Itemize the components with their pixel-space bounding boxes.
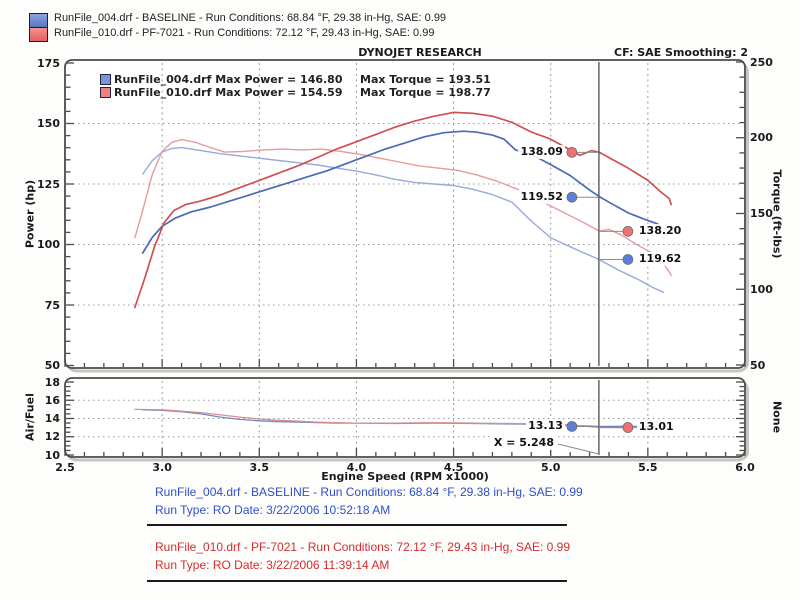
- pf7021-max-torque: Max Torque = 198.77: [360, 86, 491, 99]
- pf7021-max-power: RunFile_010.drf Max Power = 154.59: [114, 86, 343, 99]
- chart-title: DYNOJET RESEARCH: [358, 46, 482, 59]
- legend-run-pf7021: RunFile_010.drf - PF-7021 - Run Conditio…: [54, 27, 435, 39]
- legend-text: RunFile_004.drf - BASELINE - Run Conditi…: [54, 11, 446, 42]
- baseline-max-torque: Max Torque = 193.51: [360, 73, 491, 86]
- torque-axis-title: Torque (ft-lbs): [770, 169, 784, 259]
- series-baseline-power: [141, 130, 663, 254]
- none-axis-title: None: [770, 400, 784, 434]
- footer-divider-1: [147, 524, 567, 526]
- plot-frame: [64, 59, 746, 369]
- max-values-row-pf7021: RunFile_010.drf Max Power = 154.59 Max T…: [100, 86, 491, 99]
- footer-pf7021-block: RunFile_010.drf - PF-7021 - Run Conditio…: [155, 538, 570, 574]
- airfuel-axis-title: Air/Fuel: [23, 393, 37, 441]
- legend-run-baseline: RunFile_004.drf - BASELINE - Run Conditi…: [54, 12, 447, 24]
- plot-frame: [64, 377, 746, 458]
- power-axis-title: Power (hp): [23, 179, 37, 249]
- footer-pf7021-line1: RunFile_010.drf - PF-7021 - Run Conditio…: [155, 540, 571, 554]
- footer-baseline-line1: RunFile_004.drf - BASELINE - Run Conditi…: [155, 485, 583, 499]
- callout-dot: [566, 191, 578, 203]
- pf7021-swatch: [29, 26, 48, 42]
- callout-dot: [566, 146, 578, 158]
- cursor-label-leader: [557, 443, 600, 455]
- footer-pf7021-line2: Run Type: RO Date: 3/22/2006 11:39:14 AM: [155, 558, 390, 572]
- footer-divider-2: [147, 580, 567, 582]
- max-values-legend: RunFile_004.drf Max Power = 146.80 Max T…: [100, 73, 491, 99]
- callout-dot: [622, 422, 634, 433]
- max-values-row-baseline: RunFile_004.drf Max Power = 146.80 Max T…: [100, 73, 491, 86]
- callout-dot: [566, 421, 578, 432]
- x-axis-title: Engine Speed (RPM x1000): [321, 470, 489, 483]
- callout-dot: [622, 254, 634, 265]
- series-pf7021-power: [134, 111, 673, 309]
- series-pf7021-torque: [134, 138, 672, 277]
- footer-baseline-block: RunFile_004.drf - BASELINE - Run Conditi…: [155, 483, 583, 519]
- baseline-max-power: RunFile_004.drf Max Power = 146.80: [114, 73, 343, 86]
- pf7021-mini-swatch: [100, 87, 111, 98]
- baseline-mini-swatch: [100, 74, 111, 85]
- run-legend: RunFile_004.drf - BASELINE - Run Conditi…: [29, 11, 446, 42]
- series-baseline-torque: [141, 146, 665, 293]
- footer-baseline-line2: Run Type: RO Date: 3/22/2006 10:52:18 AM: [155, 503, 391, 517]
- legend-swatches: [29, 13, 48, 42]
- callout-dot: [622, 226, 634, 237]
- cf-smoothing-label: CF: SAE Smoothing: 2: [614, 46, 748, 59]
